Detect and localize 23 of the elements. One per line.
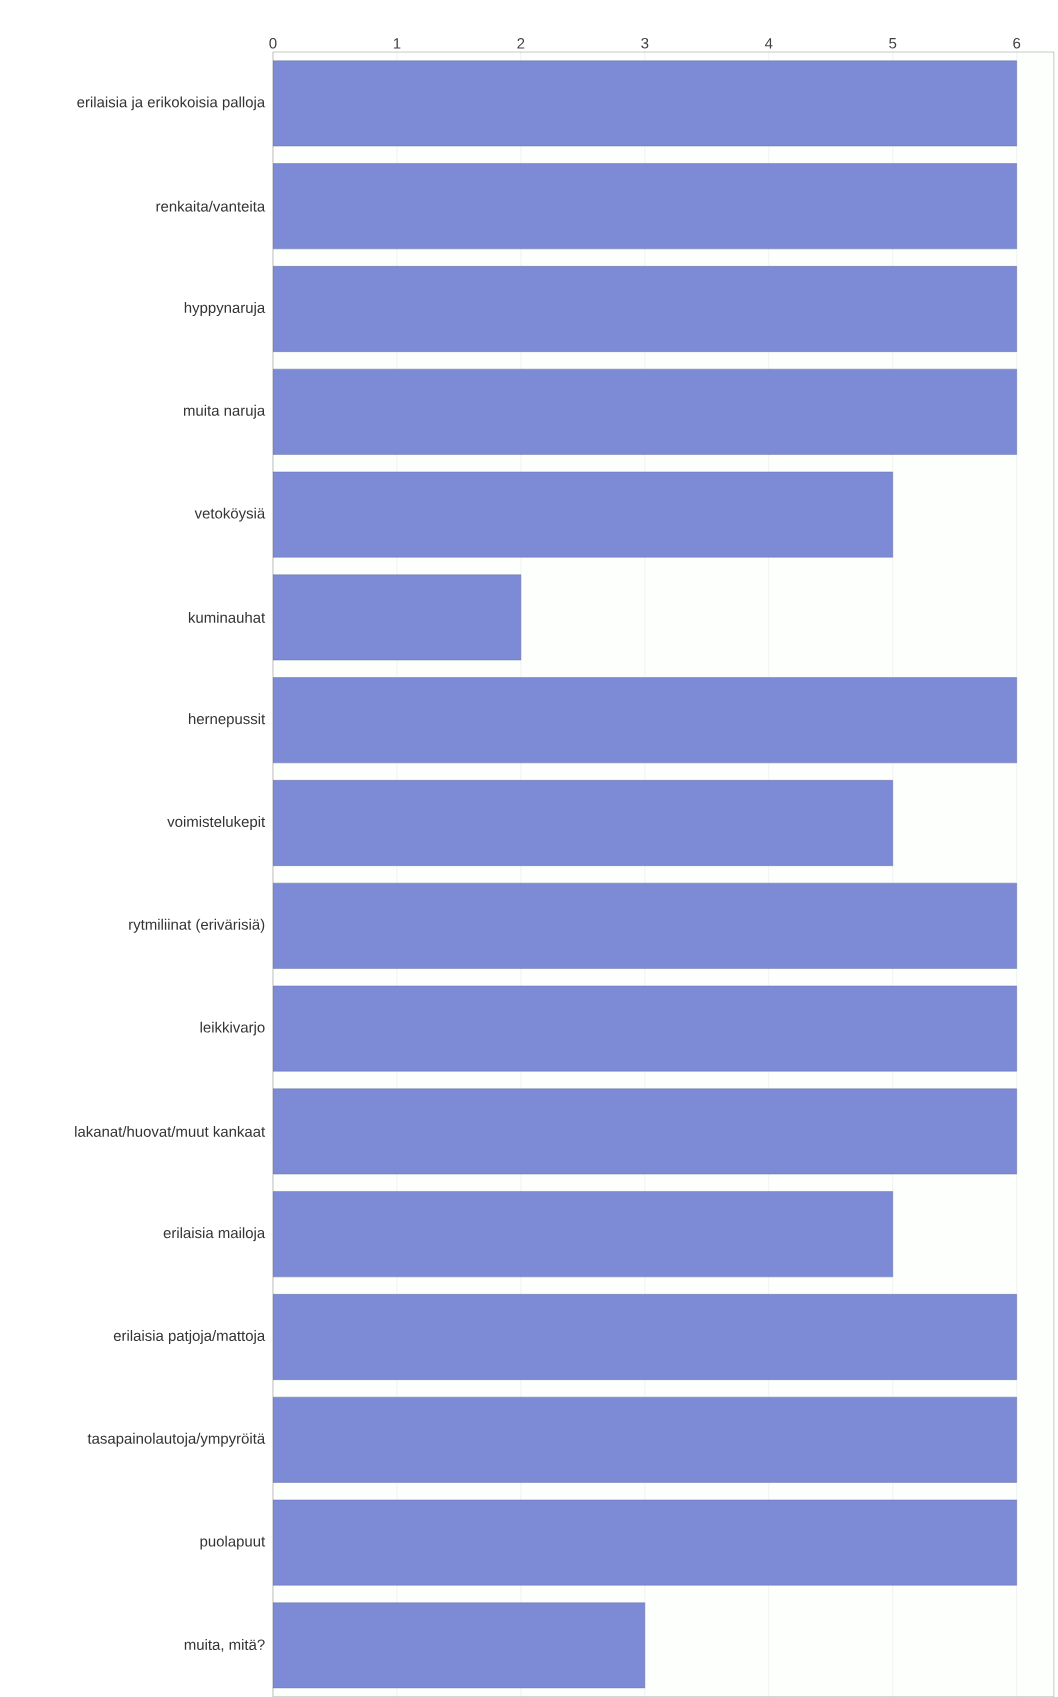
y-tick-label: puolapuut [200,1535,266,1550]
y-tick-label: muita, mitä? [184,1639,265,1652]
y-tick-label: tasapainolautoja/ympyröitä [87,1432,266,1447]
y-tick-label: erilaisia patjoja/mattoja [113,1330,266,1344]
y-tick-label: vetoköysiä [194,507,266,522]
y-tick-label: kuminauhat [188,611,266,623]
x-tick-label: 2 [517,38,525,49]
y-tick-label: erilaisia ja erikokoisia palloja [77,96,266,111]
x-tick-label: 1 [393,38,401,49]
y-tick-label: erilaisia mailoja [163,1227,266,1242]
x-tick-label: 0 [269,37,277,49]
y-tick-label: rytmiliinat (erivärisiä) [129,918,265,933]
x-tick-label: 5 [889,38,897,49]
x-tick-label: 4 [764,38,773,49]
y-tick-label: hyppynaruja [184,302,266,316]
y-tick-label: lakanat/huovat/muut kankaat [75,1125,265,1137]
y-tick-label: leikkivarjo [200,1021,265,1036]
y-tick-label: hernepussit [188,713,266,728]
x-tick-label: 6 [1013,37,1021,49]
y-tick-label: renkaita/vanteita [156,200,266,212]
y-tick-label: voimistelukepit [167,816,266,830]
y-tick-label: muita naruja [183,404,266,419]
x-tick-label: 3 [641,37,649,49]
